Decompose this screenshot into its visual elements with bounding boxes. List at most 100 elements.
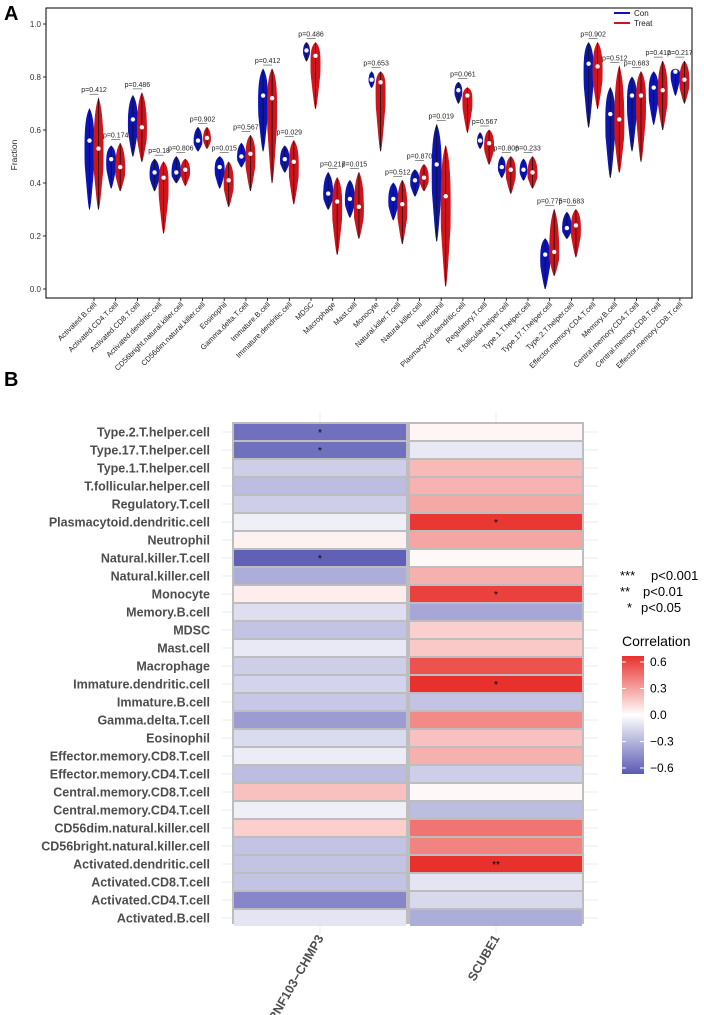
column-label: RNF103−CHMP3 <box>266 932 327 1015</box>
violin-pair <box>106 142 126 192</box>
violin-median <box>269 96 275 101</box>
row-label: CD56dim.natural.killer.cell <box>54 822 210 836</box>
violin-pair <box>454 81 473 133</box>
significance-star: * <box>494 518 498 529</box>
heatmap-cell <box>410 478 582 494</box>
violin-pair <box>193 126 211 152</box>
violin-median <box>595 64 600 69</box>
violin-pair <box>497 156 516 194</box>
heatmap-cell <box>234 550 406 566</box>
violin-pair <box>171 156 191 186</box>
violin-median <box>347 196 353 202</box>
violin-pair <box>323 171 343 255</box>
p-value-label: p=0.870 <box>407 153 433 160</box>
legend: Con Treat <box>614 9 653 28</box>
violin-median <box>304 48 309 53</box>
row-label: Mast.cell <box>157 642 210 656</box>
violin-pair <box>670 60 690 104</box>
p-value-label: p=0.775 <box>537 199 563 206</box>
p-value-label: p=0.412 <box>255 58 281 65</box>
violin-median <box>248 151 253 157</box>
heatmap-cell <box>234 766 406 782</box>
row-label: Activated.B.cell <box>117 912 210 926</box>
row-label: Plasmacytoid.dendritic.cell <box>49 516 210 530</box>
row-label: Type.17.T.helper.cell <box>90 444 210 458</box>
p-value-labels: p=0.412p=0.174p=0.486p=0.18p=0.806p=0.90… <box>81 32 693 206</box>
heatmap-cell <box>410 694 582 710</box>
heatmap-cell <box>410 550 582 566</box>
y-tick-label: 0.4 <box>30 179 42 188</box>
heatmap-cell <box>410 784 582 800</box>
column-label: SCUBE1 <box>465 932 503 983</box>
violin-median <box>552 249 557 255</box>
row-label: Memory.B.cell <box>126 606 210 620</box>
heatmap-cell <box>234 640 406 656</box>
violin-pair <box>214 156 234 208</box>
violin-median <box>638 93 644 98</box>
p-value-label: p=0.019 <box>428 114 454 121</box>
violin-pair <box>84 97 104 210</box>
p-value-label: p=0.412 <box>81 87 107 94</box>
p-value-label: p=0.412 <box>645 50 671 57</box>
heatmap-cell <box>234 748 406 764</box>
row-label: Central.memory.CD4.T.cell <box>53 804 210 818</box>
violin-median <box>682 77 687 82</box>
violin-pair <box>540 208 560 290</box>
heatmap-cell <box>234 586 406 602</box>
colorbar-gradient <box>622 656 644 774</box>
heatmap-cell <box>234 532 406 548</box>
heatmap-cell <box>410 640 582 656</box>
violin-pair <box>237 134 256 192</box>
heatmap-cell <box>410 586 582 602</box>
violin-median <box>434 162 439 167</box>
p-value-label: p=0.18 <box>148 148 170 155</box>
violin-pair <box>626 71 647 163</box>
panel-a-frame <box>45 7 693 299</box>
p-value-label: p=0.683 <box>624 61 650 68</box>
violin-pair <box>149 158 169 234</box>
p-value-label: p=0.902 <box>190 116 216 123</box>
row-label: T.follicular.helper.cell <box>84 480 210 494</box>
heatmap-cell <box>410 820 582 836</box>
violin-pair <box>477 129 495 165</box>
row-label: Eosinophil <box>146 732 210 746</box>
violin-median <box>260 93 266 98</box>
row-label: Type.2.T.helper.cell <box>97 426 210 440</box>
violin-median <box>161 175 166 180</box>
violin-median <box>673 69 678 74</box>
row-label: Macrophage <box>136 660 210 674</box>
sig-label-1: p<0.001 <box>651 568 698 583</box>
violin-pair <box>258 68 278 184</box>
violin-median <box>412 178 418 183</box>
row-label: CD56bright.natural.killer.cell <box>41 840 210 854</box>
y-axis-label: Fraction <box>9 139 19 170</box>
panel-b-letter: B <box>4 369 18 391</box>
violin-median <box>421 175 427 180</box>
colorbar-ticks: 0.6 0.3 0.0 −0.3 −0.6 <box>622 655 674 775</box>
p-value-label: p=0.567 <box>472 119 498 126</box>
p-value-label: p=0.486 <box>125 82 151 89</box>
heatmap-cell <box>410 496 582 512</box>
y-tick-label: 0.0 <box>30 285 42 294</box>
y-tick-label: 0.2 <box>30 232 42 241</box>
violin-median <box>564 225 570 231</box>
violin-median <box>109 156 114 162</box>
violin-median <box>195 138 201 143</box>
heatmap-cell <box>410 532 582 548</box>
violin-pair <box>127 92 147 163</box>
y-tick-label: 0.6 <box>30 126 42 135</box>
colorbar-tick-label: 0.3 <box>650 682 667 696</box>
violin-median <box>499 164 504 170</box>
violin-median <box>152 170 157 175</box>
heatmap-cell <box>234 460 406 476</box>
violin-median <box>521 167 526 172</box>
sig-stars-1: *** <box>620 568 635 583</box>
violin-median <box>617 117 622 122</box>
heatmap-cell <box>234 712 406 728</box>
heatmap-cell <box>410 838 582 854</box>
violin-median <box>226 178 231 183</box>
heatmap-cell <box>410 442 582 458</box>
heatmap-cell <box>410 622 582 638</box>
violin-plots <box>84 42 690 290</box>
p-value-label: p=0.233 <box>515 146 541 153</box>
